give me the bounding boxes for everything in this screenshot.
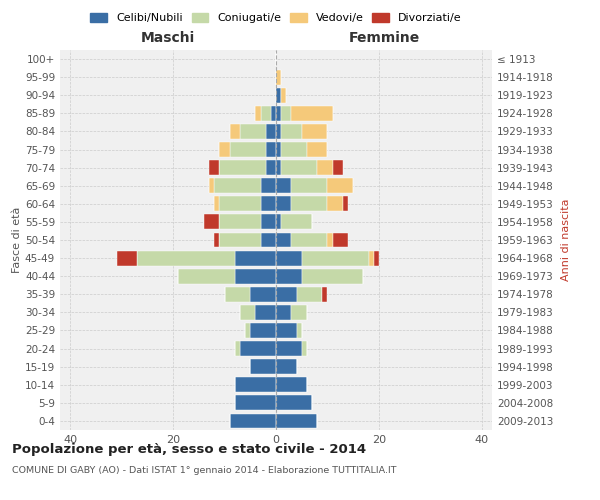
Bar [322, 287, 328, 302]
Y-axis label: Fasce di età: Fasce di età [12, 207, 22, 273]
Bar [230, 142, 266, 157]
Bar [240, 124, 266, 139]
Text: Maschi: Maschi [141, 30, 195, 44]
Bar [292, 196, 328, 211]
Bar [256, 305, 276, 320]
Bar [235, 269, 276, 283]
Bar [281, 106, 292, 121]
Bar [220, 142, 230, 157]
Bar [302, 124, 328, 139]
Bar [230, 124, 240, 139]
Text: Popolazione per età, sesso e stato civile - 2014: Popolazione per età, sesso e stato civil… [12, 442, 366, 456]
Bar [276, 196, 292, 211]
Bar [276, 178, 292, 193]
Bar [276, 214, 281, 230]
Bar [328, 232, 332, 248]
Bar [332, 232, 348, 248]
Bar [343, 196, 348, 211]
Bar [250, 287, 276, 302]
Bar [332, 160, 343, 175]
Bar [260, 232, 276, 248]
Bar [220, 160, 266, 175]
Text: COMUNE DI GABY (AO) - Dati ISTAT 1° gennaio 2014 - Elaborazione TUTTITALIA.IT: COMUNE DI GABY (AO) - Dati ISTAT 1° genn… [12, 466, 397, 475]
Bar [276, 287, 296, 302]
Bar [271, 106, 276, 121]
Bar [368, 250, 374, 266]
Bar [209, 178, 214, 193]
Bar [266, 160, 276, 175]
Bar [250, 323, 276, 338]
Bar [302, 269, 364, 283]
Text: Femmine: Femmine [349, 30, 419, 44]
Bar [276, 341, 302, 356]
Bar [137, 250, 235, 266]
Bar [328, 196, 343, 211]
Bar [178, 269, 235, 283]
Bar [245, 323, 250, 338]
Bar [235, 250, 276, 266]
Bar [276, 269, 302, 283]
Bar [276, 88, 281, 102]
Bar [276, 232, 292, 248]
Bar [276, 378, 307, 392]
Bar [260, 106, 271, 121]
Bar [281, 88, 286, 102]
Bar [230, 414, 276, 428]
Legend: Celibi/Nubili, Coniugati/e, Vedovi/e, Divorziati/e: Celibi/Nubili, Coniugati/e, Vedovi/e, Di… [86, 8, 466, 28]
Bar [240, 341, 276, 356]
Bar [302, 341, 307, 356]
Bar [328, 178, 353, 193]
Bar [296, 287, 322, 302]
Bar [276, 250, 302, 266]
Bar [260, 196, 276, 211]
Bar [281, 214, 312, 230]
Bar [276, 106, 281, 121]
Bar [209, 160, 220, 175]
Bar [302, 250, 368, 266]
Bar [250, 359, 276, 374]
Bar [266, 142, 276, 157]
Bar [296, 323, 302, 338]
Bar [220, 232, 260, 248]
Bar [256, 106, 260, 121]
Bar [281, 142, 307, 157]
Bar [220, 196, 260, 211]
Bar [214, 196, 220, 211]
Bar [266, 124, 276, 139]
Bar [240, 305, 256, 320]
Bar [281, 124, 302, 139]
Bar [276, 359, 296, 374]
Bar [374, 250, 379, 266]
Bar [276, 323, 296, 338]
Y-axis label: Anni di nascita: Anni di nascita [560, 198, 571, 281]
Bar [260, 178, 276, 193]
Bar [276, 142, 281, 157]
Bar [220, 214, 260, 230]
Bar [292, 178, 328, 193]
Bar [292, 232, 328, 248]
Bar [307, 142, 328, 157]
Bar [276, 396, 312, 410]
Bar [276, 160, 281, 175]
Bar [292, 106, 332, 121]
Bar [317, 160, 332, 175]
Bar [276, 414, 317, 428]
Bar [292, 305, 307, 320]
Bar [235, 341, 240, 356]
Bar [235, 378, 276, 392]
Bar [116, 250, 137, 266]
Bar [276, 70, 281, 84]
Bar [276, 124, 281, 139]
Bar [214, 178, 260, 193]
Bar [260, 214, 276, 230]
Bar [281, 160, 317, 175]
Bar [224, 287, 250, 302]
Bar [276, 305, 292, 320]
Bar [214, 232, 220, 248]
Bar [204, 214, 220, 230]
Bar [235, 396, 276, 410]
